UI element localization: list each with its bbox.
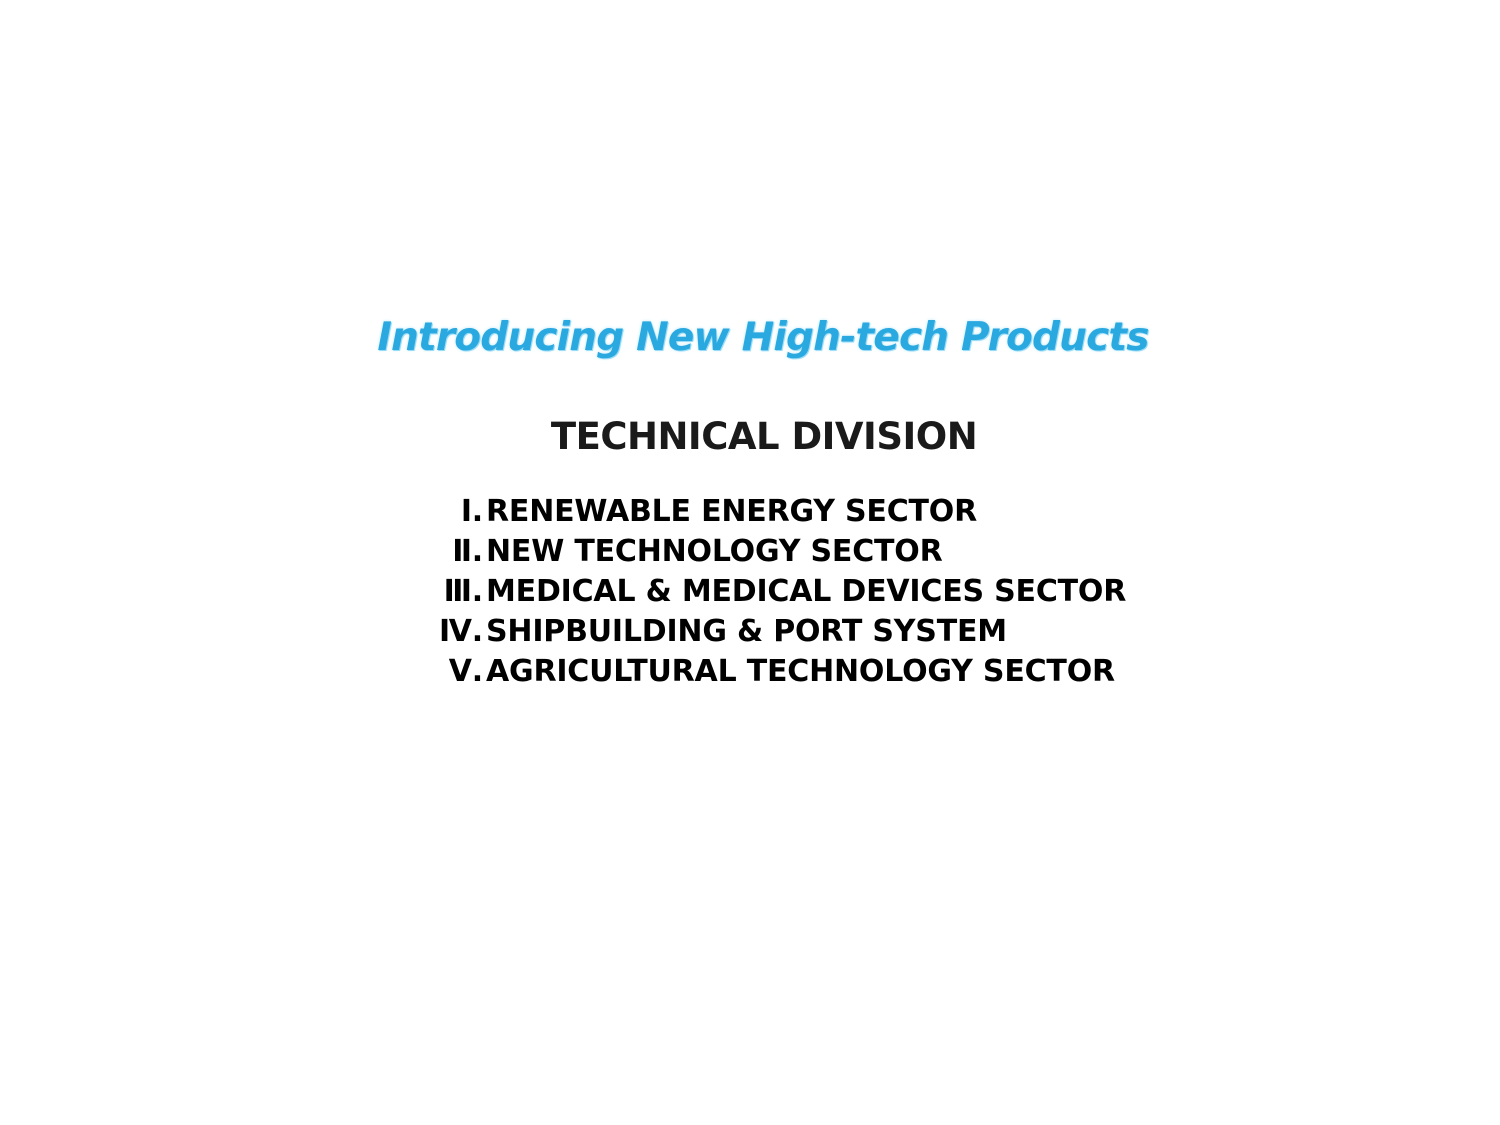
sector-label: NEW TECHNOLOGY SECTOR: [486, 534, 943, 569]
sector-list: Ⅰ. RENEWABLE ENERGY SECTOR Ⅱ. NEW TECHNOLO…: [428, 492, 1168, 692]
sector-label: MEDICAL & MEDICAL DEVICES SECTOR: [486, 574, 1127, 609]
sector-item-new-technology: Ⅱ. NEW TECHNOLOGY SECTOR: [428, 532, 1168, 572]
sector-number: Ⅴ.: [448, 654, 483, 689]
sector-label: AGRICULTURAL TECHNOLOGY SECTOR: [486, 654, 1115, 689]
sector-item-renewable-energy: Ⅰ. RENEWABLE ENERGY SECTOR: [428, 492, 1168, 532]
sector-item-medical-devices: Ⅲ. MEDICAL & MEDICAL DEVICES SECTOR: [428, 572, 1168, 612]
sector-item-shipbuilding-port: Ⅳ. SHIPBUILDING & PORT SYSTEM: [428, 612, 1168, 652]
sector-item-agricultural-technology: Ⅴ. AGRICULTURAL TECHNOLOGY SECTOR: [428, 652, 1168, 692]
sector-label: SHIPBUILDING & PORT SYSTEM: [486, 614, 1007, 649]
headline-banner: Introducing New High-tech Products: [377, 315, 1149, 360]
sector-label: RENEWABLE ENERGY SECTOR: [486, 494, 977, 529]
sector-number: Ⅱ.: [452, 534, 483, 569]
sector-number: Ⅲ.: [443, 574, 484, 609]
sector-number: Ⅳ.: [439, 614, 483, 649]
division-title: TECHNICAL DIVISION: [550, 415, 978, 458]
sector-number: Ⅰ.: [460, 494, 483, 529]
